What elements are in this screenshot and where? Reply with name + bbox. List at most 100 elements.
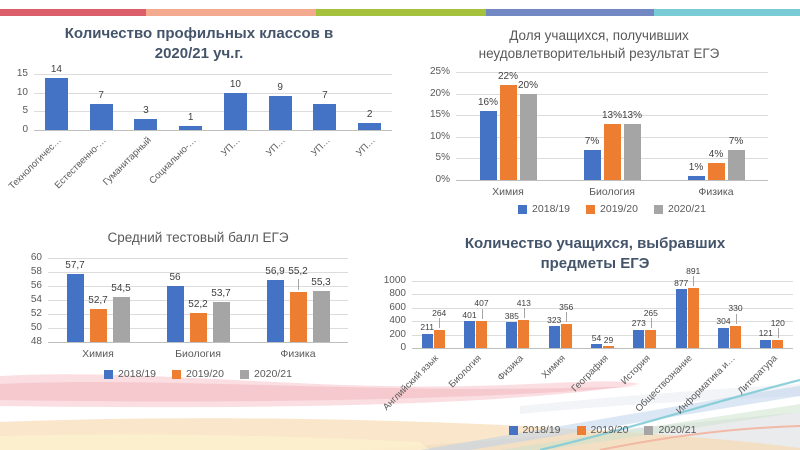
legend-label: 2019/20: [590, 424, 629, 436]
bar: [623, 123, 641, 180]
bar: [591, 344, 602, 348]
y-tick-label: 10%: [429, 130, 450, 142]
category-label: Биология: [175, 348, 221, 360]
legend-item: 2019/20: [172, 368, 224, 380]
value-label: 1%: [688, 161, 704, 173]
bar: [313, 103, 337, 130]
gridline: [34, 92, 392, 94]
value-label: 7%: [584, 135, 600, 147]
category-label: Физика: [698, 186, 734, 198]
value-label: 407: [474, 298, 489, 309]
x-axis-line: [456, 180, 768, 181]
value-label: 54,5: [111, 282, 131, 294]
y-tick-label: 800: [389, 288, 406, 300]
legend-swatch: [239, 369, 249, 379]
value-label: 56: [169, 272, 181, 283]
chart-legend: 2018/19 2019/20 2020/21: [456, 203, 768, 215]
category-label: Химия: [492, 186, 524, 198]
value-label: 1: [187, 112, 194, 124]
category-label: Физика: [280, 348, 316, 360]
legend-swatch: [104, 369, 114, 379]
category-label: Химия: [82, 348, 114, 360]
value-label: 13%: [621, 109, 642, 121]
bar: [603, 346, 614, 348]
bar: [519, 93, 537, 180]
label-leader-line: [650, 318, 652, 329]
value-label: 54: [591, 332, 602, 343]
legend-swatch: [653, 204, 663, 214]
legend-label: 2018/19: [118, 368, 157, 380]
value-label: 385: [504, 310, 519, 321]
value-label: 20%: [517, 79, 538, 91]
bar: [433, 330, 445, 348]
bar: [358, 122, 382, 130]
value-label: 9: [277, 82, 283, 94]
bar: [44, 77, 68, 130]
value-label: 330: [728, 303, 743, 314]
bar: [707, 162, 725, 180]
legend-swatch: [508, 425, 518, 435]
chart-canvas-profile-classes: 0 5 10 15 14 Технологичес… 7 Естественно-… 3 Гума…: [0, 18, 398, 223]
value-label: 3: [143, 104, 149, 116]
gridline: [48, 272, 348, 273]
value-label: 53,7: [211, 288, 231, 300]
label-leader-line: [523, 308, 525, 319]
bar: [179, 126, 203, 130]
bar: [633, 329, 645, 348]
gridline: [456, 93, 768, 95]
value-label: 401: [462, 309, 477, 320]
bar: [166, 286, 184, 342]
gridline: [48, 300, 348, 301]
y-tick-label: 15: [16, 68, 28, 79]
y-tick-label: 20%: [429, 87, 450, 99]
accent-stripe-segment: [485, 9, 654, 16]
accent-stripe-segment: [145, 9, 316, 16]
bar: [506, 322, 518, 348]
legend-item: 2019/20: [586, 203, 638, 215]
x-axis-line: [412, 348, 793, 349]
value-label: 7: [322, 89, 328, 101]
bar: [212, 302, 230, 342]
bar: [312, 290, 330, 342]
y-tick-label: 56: [30, 280, 42, 291]
label-leader-line: [777, 328, 779, 338]
value-label: 7%: [728, 135, 744, 147]
bar: [223, 92, 247, 130]
bar: [760, 339, 772, 348]
gridline: [34, 74, 392, 75]
value-label: 304: [716, 316, 731, 327]
value-label: 14: [50, 63, 62, 75]
legend-swatch: [586, 204, 596, 214]
value-label: 16%: [477, 96, 498, 108]
y-tick-label: 5: [22, 105, 28, 117]
bar: [583, 149, 601, 180]
gridline: [34, 111, 392, 113]
value-label: 13%: [601, 109, 622, 121]
label-leader-line: [439, 318, 441, 329]
label-leader-line: [298, 278, 299, 290]
value-label: 273: [631, 318, 646, 329]
gridline: [412, 334, 793, 336]
bar: [675, 289, 687, 348]
y-tick-label: 0%: [435, 174, 450, 185]
chart-subject-choice: Количество учащихся, выбравших предметы …: [381, 228, 798, 450]
category-label: Биология: [589, 186, 635, 198]
legend-item: 2020/21: [239, 368, 292, 380]
value-label: 10: [229, 78, 241, 90]
x-axis-line: [34, 130, 392, 131]
value-label: 891: [686, 265, 701, 276]
gridline: [48, 286, 348, 287]
label-leader-line: [481, 308, 483, 319]
gridline: [412, 321, 793, 323]
legend-label: 2020/21: [667, 203, 706, 215]
chart-legend: 2018/19 2019/20 2020/21: [412, 424, 793, 436]
value-label: 29: [603, 334, 614, 345]
value-label: 56,9: [265, 265, 285, 277]
bar: [89, 103, 113, 130]
chart-legend: 2018/19 2019/20 2020/21: [48, 368, 348, 380]
y-tick-label: 52: [30, 308, 42, 319]
bar: [645, 330, 657, 348]
value-label: 413: [516, 297, 531, 308]
value-label: 55,2: [288, 265, 308, 277]
legend-swatch: [518, 204, 528, 214]
